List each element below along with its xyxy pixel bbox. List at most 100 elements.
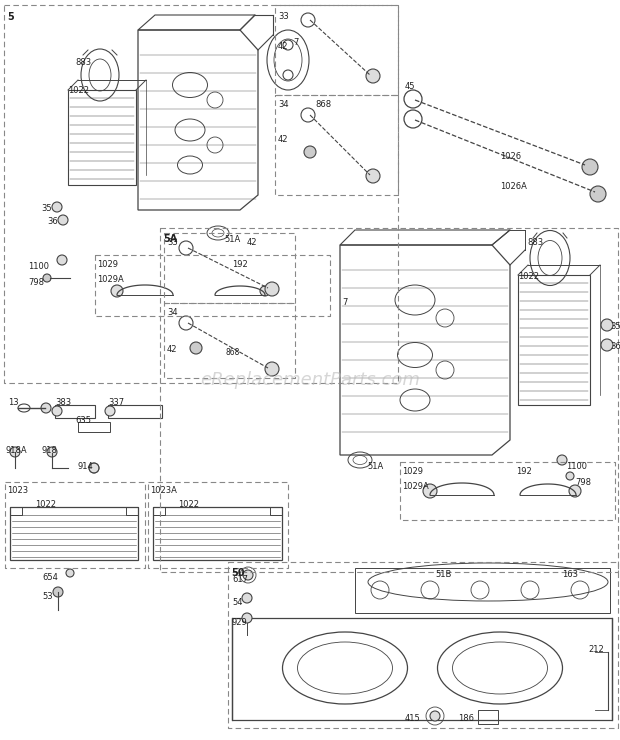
Text: 1029: 1029	[97, 260, 118, 269]
Circle shape	[89, 463, 99, 473]
Text: 36: 36	[610, 342, 620, 351]
Text: 33: 33	[167, 238, 178, 247]
Circle shape	[430, 711, 440, 721]
Text: 635: 635	[75, 416, 91, 425]
Text: 5: 5	[7, 12, 14, 22]
Text: 192: 192	[516, 467, 532, 476]
Text: 34: 34	[278, 100, 289, 109]
Circle shape	[57, 255, 67, 265]
Text: 1023A: 1023A	[150, 486, 177, 495]
Bar	[10, 507, 22, 515]
Circle shape	[566, 472, 574, 480]
Circle shape	[601, 319, 613, 331]
Text: 654: 654	[42, 573, 58, 582]
Text: 918A: 918A	[5, 446, 27, 455]
Text: 50: 50	[231, 568, 244, 578]
Text: 36: 36	[47, 217, 58, 226]
Text: 1026A: 1026A	[500, 182, 527, 191]
Text: 617: 617	[232, 575, 248, 584]
Bar	[478, 710, 498, 724]
Circle shape	[47, 447, 57, 457]
Text: 1029A: 1029A	[402, 482, 429, 491]
Circle shape	[242, 613, 252, 623]
Text: 13: 13	[8, 398, 19, 407]
Text: 42: 42	[167, 345, 177, 354]
Text: 53: 53	[42, 592, 53, 601]
Text: 42: 42	[278, 135, 288, 144]
Text: 51B: 51B	[435, 570, 451, 579]
Text: 45: 45	[405, 82, 415, 91]
Circle shape	[601, 339, 613, 351]
Text: 212: 212	[588, 645, 604, 654]
Circle shape	[58, 215, 68, 225]
Text: 415: 415	[405, 714, 421, 723]
Text: 918: 918	[42, 446, 58, 455]
Text: 54: 54	[232, 598, 242, 607]
Text: 7: 7	[293, 38, 298, 47]
Bar	[68, 90, 136, 185]
Circle shape	[52, 406, 62, 416]
Circle shape	[557, 455, 567, 465]
Circle shape	[43, 274, 51, 282]
Circle shape	[366, 169, 380, 183]
Circle shape	[242, 593, 252, 603]
Text: 192: 192	[232, 260, 248, 269]
Circle shape	[423, 484, 437, 498]
Circle shape	[66, 569, 74, 577]
Text: 1100: 1100	[28, 262, 49, 271]
Text: 186: 186	[458, 714, 474, 723]
Text: 798: 798	[28, 278, 44, 287]
Text: 1022: 1022	[68, 86, 89, 95]
Text: 42: 42	[278, 42, 288, 51]
Text: 1023: 1023	[7, 486, 28, 495]
Text: 929: 929	[232, 618, 248, 627]
Text: 5A: 5A	[163, 234, 177, 244]
Text: 35: 35	[610, 322, 620, 331]
Text: 883: 883	[75, 58, 91, 67]
Text: 1026: 1026	[500, 152, 521, 161]
Text: 798: 798	[575, 478, 591, 487]
Text: eReplacementParts.com: eReplacementParts.com	[200, 371, 420, 389]
Text: 1029: 1029	[402, 467, 423, 476]
Text: 163: 163	[562, 570, 578, 579]
Text: 34: 34	[167, 308, 177, 317]
Circle shape	[265, 282, 279, 296]
Circle shape	[582, 159, 598, 175]
Bar	[270, 507, 282, 515]
Text: 868: 868	[225, 348, 239, 357]
Text: 7: 7	[342, 298, 347, 307]
Text: 383: 383	[55, 398, 71, 407]
Circle shape	[243, 570, 253, 580]
Text: 42: 42	[247, 238, 257, 247]
Text: 1022: 1022	[518, 272, 539, 281]
Text: 1100: 1100	[566, 462, 587, 471]
Text: 1029A: 1029A	[97, 275, 124, 284]
Text: 51A: 51A	[367, 462, 383, 471]
Circle shape	[41, 403, 51, 413]
Circle shape	[190, 342, 202, 354]
Circle shape	[265, 362, 279, 376]
Circle shape	[53, 587, 63, 597]
Text: 914: 914	[78, 462, 94, 471]
Text: 1022: 1022	[178, 500, 199, 509]
Text: 33: 33	[278, 12, 289, 21]
Circle shape	[10, 447, 20, 457]
Text: 51A: 51A	[224, 235, 241, 244]
Circle shape	[569, 485, 581, 497]
Bar	[126, 507, 138, 515]
Bar	[518, 275, 590, 405]
Circle shape	[52, 202, 62, 212]
Text: 1022: 1022	[35, 500, 56, 509]
Bar	[153, 507, 165, 515]
Text: 35: 35	[41, 204, 51, 213]
Circle shape	[304, 146, 316, 158]
Text: 883: 883	[527, 238, 543, 247]
Circle shape	[590, 186, 606, 202]
Text: 337: 337	[108, 398, 124, 407]
Circle shape	[105, 406, 115, 416]
Bar	[355, 568, 610, 613]
Circle shape	[366, 69, 380, 83]
Text: 868: 868	[315, 100, 331, 109]
Circle shape	[111, 285, 123, 297]
Circle shape	[260, 286, 270, 296]
